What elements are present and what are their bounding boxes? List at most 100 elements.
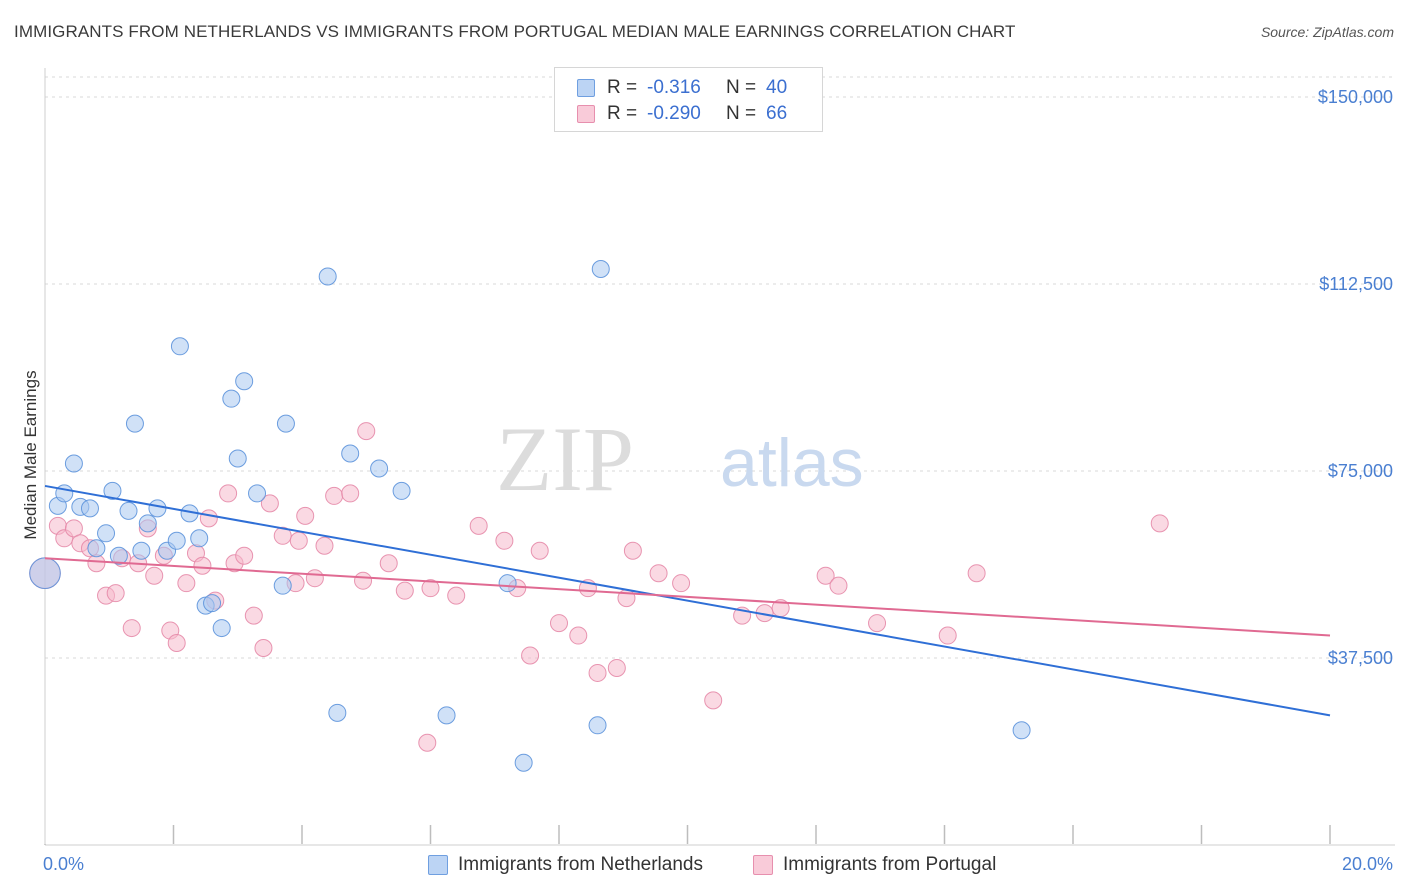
netherlands-point — [119, 501, 138, 520]
portugal-point — [199, 509, 218, 528]
portugal-point — [649, 564, 668, 583]
portugal-point — [550, 614, 568, 633]
portugal-point — [588, 663, 607, 682]
portugal-point — [829, 576, 848, 595]
y-tick-label: $150,000 — [1318, 87, 1393, 107]
portugal-point — [296, 506, 315, 525]
netherlands-point — [341, 444, 360, 463]
portugal-point — [177, 574, 196, 593]
netherlands-point — [591, 260, 610, 278]
x-tick-label: 0.0% — [43, 854, 84, 874]
netherlands-point — [80, 499, 99, 518]
netherlands-swatch — [577, 79, 595, 97]
portugal-point — [305, 569, 324, 588]
legend-row-netherlands: R = -0.316 N = 40 — [577, 76, 787, 100]
portugal-point — [235, 546, 254, 565]
portugal-point — [495, 531, 514, 550]
portugal-point — [569, 626, 588, 645]
source-label: Source: ZipAtlas.com — [1260, 24, 1394, 40]
portugal-legend-swatch — [753, 855, 773, 875]
netherlands-point — [228, 449, 247, 468]
netherlands-point — [222, 389, 241, 408]
netherlands-point — [498, 574, 517, 593]
netherlands-point — [125, 414, 144, 433]
netherlands-point — [235, 372, 254, 391]
portugal-point — [469, 516, 488, 535]
portugal-point — [87, 554, 106, 573]
portugal-point — [260, 494, 279, 513]
portugal-point — [254, 639, 273, 658]
netherlands-point — [212, 619, 231, 638]
portugal-point — [64, 519, 83, 538]
portugal-point — [315, 536, 334, 555]
netherlands-point — [64, 454, 83, 473]
x-tick-label: 20.0% — [1342, 854, 1393, 874]
portugal-point — [289, 531, 308, 550]
netherlands-point — [588, 716, 607, 735]
netherlands-point — [273, 576, 292, 595]
y-tick-label: $37,500 — [1328, 648, 1393, 668]
portugal-point — [395, 581, 414, 600]
portugal-point — [341, 484, 360, 503]
portugal-point — [219, 484, 238, 503]
portugal-point — [607, 658, 626, 677]
series-portugal — [29, 422, 1169, 752]
netherlands-point — [203, 594, 222, 613]
netherlands-point — [248, 484, 267, 503]
watermark-atlas: atlas — [720, 425, 864, 501]
n-label: N = — [726, 77, 757, 98]
n-value: 66 — [766, 103, 788, 124]
portugal-point — [167, 634, 186, 653]
portugal-point — [672, 574, 691, 593]
y-tick-label: $75,000 — [1328, 461, 1393, 481]
portugal-swatch — [577, 105, 595, 123]
netherlands-point — [87, 539, 106, 558]
netherlands-trend-line — [44, 484, 1331, 717]
portugal-point — [106, 584, 125, 603]
trend-lines — [44, 484, 1331, 717]
portugal-point — [122, 619, 141, 638]
y-tick-label: $112,500 — [1319, 274, 1393, 294]
netherlands-point — [132, 541, 151, 560]
r-value: -0.316 — [647, 77, 701, 98]
portugal-point — [447, 586, 466, 605]
portugal-point — [967, 564, 986, 583]
netherlands-legend-label: Immigrants from Netherlands — [458, 854, 703, 875]
netherlands-point — [103, 481, 122, 500]
netherlands-point — [1012, 721, 1031, 740]
netherlands-point — [437, 706, 456, 725]
bottom-legend-portugal: Immigrants from Portugal — [753, 852, 996, 878]
portugal-point — [193, 556, 212, 575]
portugal-point — [273, 526, 292, 545]
netherlands-point — [370, 459, 389, 478]
netherlands-legend-swatch — [428, 855, 448, 875]
series-netherlands — [29, 260, 1031, 772]
watermark: ZIP atlas — [496, 408, 864, 510]
netherlands-point — [392, 481, 411, 500]
netherlands-point — [328, 703, 347, 722]
netherlands-point — [138, 514, 157, 533]
y-tick-labels: $37,500 $75,000 $112,500 $150,000 — [1318, 87, 1393, 668]
netherlands-point — [190, 529, 209, 548]
portugal-point — [354, 571, 373, 590]
netherlands-point — [276, 414, 295, 433]
watermark-zip: ZIP — [496, 408, 634, 510]
portugal-point — [325, 486, 344, 505]
netherlands-point — [97, 524, 116, 543]
netherlands-point — [148, 499, 167, 518]
x-tick-labels: 0.0% 20.0% — [43, 854, 1393, 874]
portugal-point — [145, 566, 164, 585]
portugal-point — [816, 566, 835, 585]
chart-title: IMMIGRANTS FROM NETHERLANDS VS IMMIGRANT… — [14, 22, 1016, 41]
n-label: N = — [726, 103, 757, 124]
portugal-point — [530, 541, 549, 560]
netherlands-point — [109, 546, 128, 565]
netherlands-point — [29, 557, 61, 590]
netherlands-point — [167, 531, 186, 550]
portugal-point — [357, 422, 376, 441]
correlation-legend: R = -0.316 N = 40 R = -0.290 N = 66 — [554, 67, 823, 132]
r-label: R = — [607, 77, 638, 98]
portugal-point — [704, 691, 723, 710]
portugal-trend-line — [44, 557, 1331, 637]
